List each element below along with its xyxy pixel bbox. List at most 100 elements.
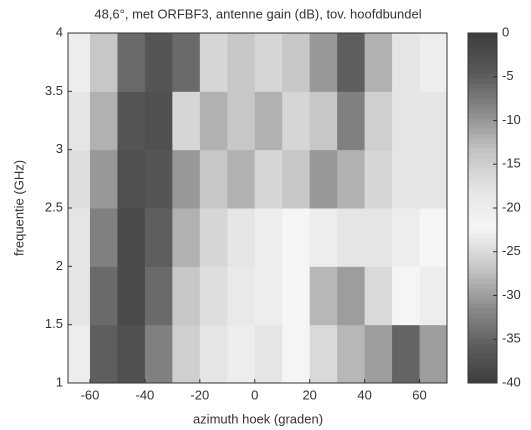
heatmap-cell <box>199 91 228 151</box>
colorbar-segment <box>468 223 497 229</box>
y-tick-label: 1.5 <box>45 316 63 331</box>
colorbar-segment <box>468 143 497 149</box>
colorbar-segment <box>468 173 497 179</box>
x-tick-label: 0 <box>251 387 258 402</box>
heatmap-cell <box>89 208 118 267</box>
heatmap-cell <box>117 33 146 92</box>
colorbar-segment <box>468 193 497 199</box>
heatmap-cell <box>254 91 283 151</box>
colorbar-segment <box>468 338 497 344</box>
heatmap-cell <box>254 149 283 209</box>
heatmap-cell <box>392 33 421 92</box>
heatmap-cell <box>89 324 118 383</box>
heatmap-cell <box>282 149 311 209</box>
colorbar-segment <box>468 248 497 254</box>
chart-title: 48,6°, met ORFBF3, antenne gain (dB), to… <box>94 6 421 21</box>
heatmap-cell <box>144 208 173 267</box>
colorbar-segment <box>468 293 497 299</box>
heatmap-cell <box>172 149 201 209</box>
heatmap-cell <box>172 33 201 92</box>
heatmap-cell <box>364 149 393 209</box>
colorbar-segment <box>468 328 497 334</box>
heatmap-cell <box>172 266 201 326</box>
heatmap-cell <box>144 149 173 209</box>
colorbar-tick-label: -40 <box>502 374 521 389</box>
colorbar-segment <box>468 188 497 194</box>
heatmap-cell <box>282 266 311 326</box>
heatmap-cell <box>419 324 447 383</box>
colorbar-segment <box>468 113 497 119</box>
colorbar-segment <box>468 103 497 109</box>
colorbar-segment <box>468 258 497 264</box>
heatmap-cell <box>117 91 146 151</box>
colorbar-segment <box>468 348 497 354</box>
x-tick-label: -20 <box>190 387 209 402</box>
colorbar-segment <box>468 353 497 359</box>
colorbar-tick-label: -35 <box>502 331 521 346</box>
colorbar-segment <box>468 333 497 339</box>
colorbar-segment <box>468 373 497 379</box>
colorbar-segment <box>468 148 497 154</box>
heatmap-cell <box>172 324 201 383</box>
heatmap-cell <box>68 149 91 209</box>
heatmap-cell <box>144 91 173 151</box>
heatmap-cell <box>309 91 338 151</box>
heatmap-cell <box>199 149 228 209</box>
heatmap-cell <box>254 324 283 383</box>
colorbar-segment <box>468 253 497 259</box>
heatmap-cell <box>172 91 201 151</box>
colorbar-segment <box>468 158 497 164</box>
colorbar-tick-label: -25 <box>502 243 521 258</box>
y-tick-label: 2.5 <box>45 199 63 214</box>
colorbar-segment <box>468 213 497 219</box>
heatmap-cell <box>199 33 228 92</box>
colorbar-segment <box>468 323 497 329</box>
heatmap-cell <box>337 266 366 326</box>
colorbar-tick-label: -10 <box>502 112 521 127</box>
heatmap-cell <box>144 33 173 92</box>
colorbar-segment <box>468 313 497 319</box>
heatmap-cell <box>89 91 118 151</box>
x-tick-label: -40 <box>136 387 155 402</box>
colorbar-segment <box>468 83 497 89</box>
heatmap-cell <box>392 266 421 326</box>
colorbar-segment <box>468 48 497 54</box>
colorbar-segment <box>468 118 497 124</box>
heatmap-cell <box>254 266 283 326</box>
colorbar-segment <box>468 378 497 384</box>
heatmap-cell <box>68 33 91 92</box>
colorbar-segment <box>468 278 497 284</box>
colorbar-segment <box>468 358 497 364</box>
heatmap-cell <box>89 266 118 326</box>
heatmap-cell <box>282 91 311 151</box>
colorbar-segment <box>468 133 497 139</box>
heatmap-cell <box>227 149 256 209</box>
heatmap-cell <box>309 149 338 209</box>
heatmap-cell <box>392 91 421 151</box>
colorbar-segment <box>468 128 497 134</box>
heatmap-cell <box>337 149 366 209</box>
heatmap-cell <box>199 266 228 326</box>
heatmap-cell <box>117 266 146 326</box>
heatmap-cell <box>254 33 283 92</box>
y-tick-label: 3 <box>56 141 63 156</box>
heatmap-cell <box>117 149 146 209</box>
colorbar-segment <box>468 93 497 99</box>
y-tick-label: 4 <box>56 24 63 39</box>
heatmap-cell <box>337 324 366 383</box>
heatmap-cell <box>419 91 447 151</box>
colorbar-segment <box>468 233 497 239</box>
colorbar-segment <box>468 38 497 44</box>
colorbar-segment <box>468 63 497 69</box>
colorbar-segment <box>468 303 497 309</box>
x-axis-label: azimuth hoek (graden) <box>193 411 323 426</box>
colorbar-segment <box>468 368 497 374</box>
colorbar-segment <box>468 243 497 249</box>
colorbar-segment <box>468 98 497 104</box>
heatmap-cell <box>282 33 311 92</box>
heatmap-cell <box>227 33 256 92</box>
colorbar-segment <box>468 288 497 294</box>
colorbar-segment <box>468 108 497 114</box>
colorbar-segment <box>468 283 497 289</box>
